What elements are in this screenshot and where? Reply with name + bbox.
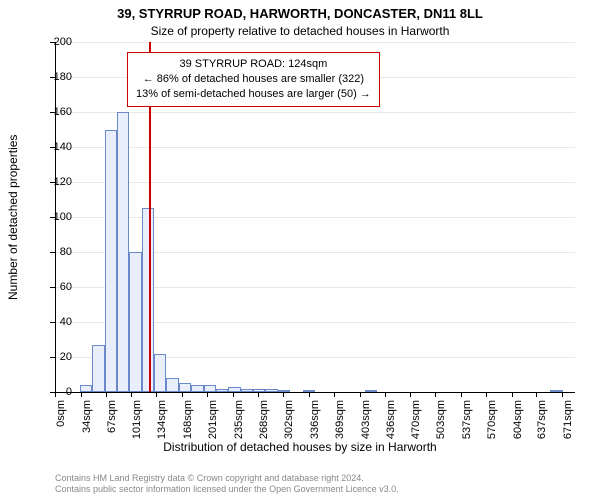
histogram-bar bbox=[191, 385, 203, 392]
x-tick-label: 201sqm bbox=[207, 400, 219, 440]
y-tick-label: 160 bbox=[32, 106, 72, 118]
histogram-bar bbox=[154, 354, 166, 393]
x-tick-label: 134sqm bbox=[156, 400, 168, 440]
x-tick-label: 436sqm bbox=[385, 400, 397, 440]
gridline bbox=[55, 42, 575, 43]
gridline bbox=[55, 112, 575, 113]
x-tick-label: 101sqm bbox=[131, 400, 143, 440]
x-tick-label: 268sqm bbox=[258, 400, 270, 440]
y-axis-label: Number of detached properties bbox=[6, 134, 20, 299]
x-axis-line bbox=[55, 392, 575, 393]
x-tick-label: 503sqm bbox=[435, 400, 447, 440]
x-tick-label: 336sqm bbox=[309, 400, 321, 440]
x-tick-label: 369sqm bbox=[334, 400, 346, 440]
y-tick-label: 0 bbox=[32, 386, 72, 398]
y-tick-label: 100 bbox=[32, 211, 72, 223]
x-tick-label: 0sqm bbox=[55, 400, 67, 440]
annotation-line2: ← 86% of detached houses are smaller (32… bbox=[136, 72, 371, 87]
annotation-line1: 39 STYRRUP ROAD: 124sqm bbox=[136, 57, 371, 72]
histogram-plot: 39 STYRRUP ROAD: 124sqm← 86% of detached… bbox=[55, 42, 575, 392]
histogram-bar bbox=[92, 345, 104, 392]
x-tick-label: 403sqm bbox=[360, 400, 372, 440]
credits-line1: Contains HM Land Registry data © Crown c… bbox=[55, 473, 399, 485]
y-tick-label: 200 bbox=[32, 36, 72, 48]
gridline bbox=[55, 182, 575, 183]
page-title: 39, STYRRUP ROAD, HARWORTH, DONCASTER, D… bbox=[0, 6, 600, 21]
y-tick-label: 120 bbox=[32, 176, 72, 188]
x-tick-label: 302sqm bbox=[283, 400, 295, 440]
x-tick-label: 570sqm bbox=[486, 400, 498, 440]
histogram-bar bbox=[129, 252, 141, 392]
histogram-bar bbox=[204, 385, 216, 392]
y-tick-label: 20 bbox=[32, 351, 72, 363]
credits: Contains HM Land Registry data © Crown c… bbox=[55, 473, 399, 496]
x-axis-label: Distribution of detached houses by size … bbox=[0, 440, 600, 454]
x-tick-label: 235sqm bbox=[233, 400, 245, 440]
histogram-bar bbox=[80, 385, 92, 392]
gridline bbox=[55, 147, 575, 148]
histogram-bar bbox=[179, 383, 191, 392]
histogram-bar bbox=[105, 130, 117, 393]
histogram-bar bbox=[166, 378, 178, 392]
annotation-box: 39 STYRRUP ROAD: 124sqm← 86% of detached… bbox=[127, 52, 380, 107]
page-subtitle: Size of property relative to detached ho… bbox=[0, 24, 600, 38]
x-tick-label: 67sqm bbox=[106, 400, 118, 440]
x-tick-label: 637sqm bbox=[536, 400, 548, 440]
y-tick-label: 180 bbox=[32, 71, 72, 83]
x-tick-label: 671sqm bbox=[562, 400, 574, 440]
y-tick-label: 40 bbox=[32, 316, 72, 328]
gridline bbox=[55, 217, 575, 218]
x-tick-label: 604sqm bbox=[512, 400, 524, 440]
histogram-bar bbox=[117, 112, 129, 392]
y-tick-label: 80 bbox=[32, 246, 72, 258]
x-tick-label: 537sqm bbox=[461, 400, 473, 440]
annotation-line3: 13% of semi-detached houses are larger (… bbox=[136, 87, 371, 102]
credits-line2: Contains public sector information licen… bbox=[55, 484, 399, 496]
x-tick-label: 470sqm bbox=[410, 400, 422, 440]
x-tick-label: 34sqm bbox=[81, 400, 93, 440]
y-tick-label: 60 bbox=[32, 281, 72, 293]
y-tick-label: 140 bbox=[32, 141, 72, 153]
x-tick-label: 168sqm bbox=[182, 400, 194, 440]
